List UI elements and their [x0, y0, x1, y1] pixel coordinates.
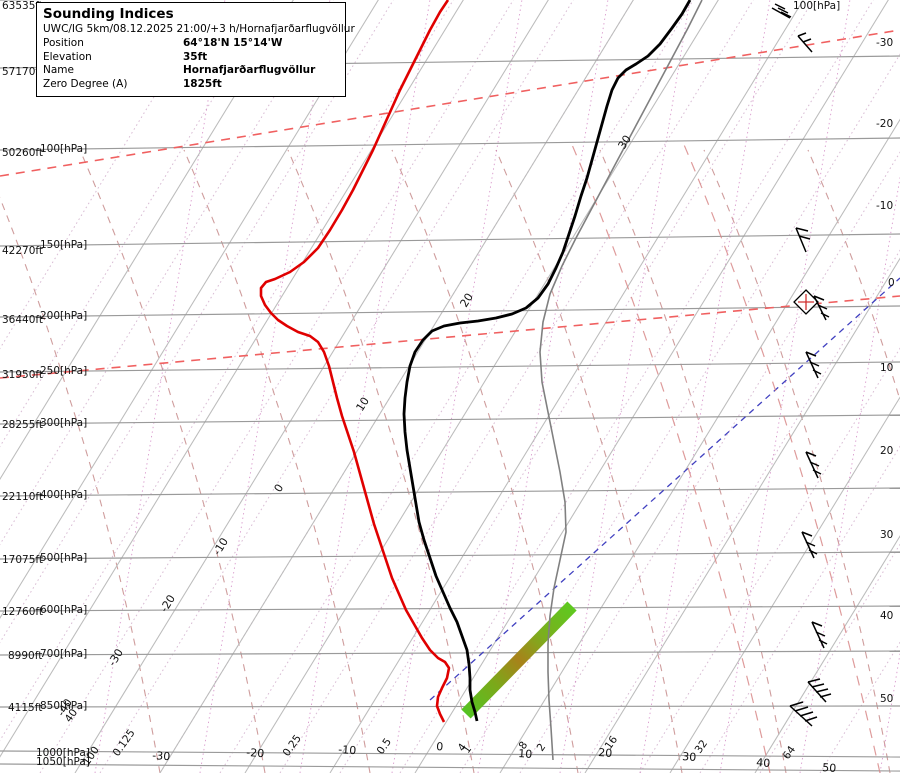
- wind-barb: [797, 32, 813, 53]
- isotherm-label: -10: [211, 535, 232, 557]
- dewpoint-curve: [259, 0, 451, 723]
- mixing-ratio-label: 0.125: [111, 727, 138, 759]
- bottom-temp-label-group: -30 -20 -10 0 10 20 30 40 50: [152, 740, 837, 773]
- info-row: Name Hornafjarðarflugvöllur: [43, 64, 339, 78]
- bottom-temp-label: 30: [682, 750, 697, 764]
- bottom-temp-label: 0: [436, 740, 444, 753]
- altitude-label: 17075ft: [2, 554, 44, 566]
- pressure-label: 100[hPa]: [40, 143, 88, 155]
- isotherm-label: 0: [272, 482, 287, 495]
- pressure-label: 1000[hPa]: [36, 747, 90, 759]
- moist-adiabat-lines: [0, 149, 900, 773]
- info-row: Position 64°18'N 15°14'W: [43, 37, 339, 51]
- info-row-value: 1825ft: [183, 77, 222, 90]
- info-box-subtitle: UWC/IG 5km/08.12.2025 21:00/+3 h/Hornafj…: [43, 23, 355, 35]
- wind-barb: [813, 295, 830, 321]
- pressure-label: 700[hPa]: [40, 648, 88, 660]
- right-temp-label: 30: [880, 529, 894, 541]
- bottom-temp-label: 10: [518, 747, 533, 761]
- pressure-label: 300[hPa]: [40, 417, 88, 429]
- mixing-ratio-label: 0.25: [281, 733, 304, 759]
- altitude-label: 57170ft: [2, 66, 44, 78]
- wind-barb: [795, 227, 811, 253]
- altitude-label: 63535ft: [2, 0, 44, 12]
- mixing-ratio-label: 64: [781, 744, 799, 762]
- temperature-curve: [402, 0, 692, 722]
- zero-degree-marker: [793, 289, 819, 315]
- bottom-temp-label: 20: [598, 746, 613, 760]
- mixing-ratio-label: 2: [535, 741, 549, 753]
- wind-barb: [811, 621, 828, 649]
- altitude-label: 22110ft: [2, 491, 44, 503]
- right-temp-label: 50: [880, 693, 894, 705]
- info-box-title: Sounding Indices: [43, 6, 174, 22]
- right-temp-label: 0: [888, 277, 895, 289]
- wind-barb: [801, 531, 818, 559]
- pressure-label: 150[hPa]: [40, 239, 88, 251]
- parcel-curve: [539, 0, 703, 761]
- secondary-moist-lines: [569, 139, 881, 773]
- info-row-label: Name: [43, 64, 74, 76]
- pressure-label: 500[hPa]: [40, 552, 88, 564]
- altitude-label: 42270ft: [2, 245, 44, 257]
- wind-barb: [805, 451, 822, 479]
- wind-barb: [771, 3, 792, 19]
- altitude-label: 4115ft: [8, 702, 43, 714]
- isotherm-label: 30: [616, 133, 634, 152]
- mixing-ratio-label: 0.5: [375, 736, 394, 757]
- pressure-label: 200[hPa]: [40, 310, 88, 322]
- info-row-label: Position: [43, 37, 84, 49]
- info-row-value: Hornafjarðarflugvöllur: [183, 64, 316, 76]
- info-row: Elevation 35ft: [43, 51, 339, 65]
- info-row-label: Elevation: [43, 50, 92, 63]
- isotherm-label: 20: [458, 291, 476, 310]
- bottom-temp-label: 40: [756, 756, 771, 770]
- right-temp-label: -20: [876, 118, 894, 130]
- wind-barb-column: [771, 3, 832, 727]
- info-row-label: Zero Degree (A): [43, 77, 128, 90]
- altitude-label: 31950ft: [2, 369, 44, 381]
- pressure-label-top-right: 100[hPa]: [793, 0, 841, 12]
- bottom-temp-label: -20: [246, 746, 265, 760]
- pressure-label: 400[hPa]: [40, 489, 88, 501]
- pressure-label: 600[hPa]: [40, 604, 88, 616]
- wind-barb: [789, 701, 818, 727]
- right-temp-label: 10: [880, 362, 894, 374]
- pressure-label: 850[hPa]: [40, 700, 88, 712]
- isotherm-label: -30: [106, 646, 127, 668]
- info-row-value: 35ft: [183, 50, 208, 63]
- right-temp-label: 20: [880, 445, 894, 457]
- bottom-temp-label: 50: [822, 761, 837, 773]
- altitude-label: 12760ft: [2, 606, 44, 618]
- isotherm-label: 10: [354, 395, 372, 414]
- isotherm-label: -20: [158, 592, 179, 614]
- pressure-label: 1050[hPa]: [36, 756, 90, 768]
- info-box-table: Position 64°18'N 15°14'W Elevation 35ft …: [43, 37, 339, 91]
- right-temp-label: -30: [876, 37, 894, 49]
- wind-barb: [805, 351, 822, 379]
- altitude-label: 36440ft: [2, 314, 44, 326]
- bottom-temp-label: -10: [338, 743, 357, 757]
- altitude-label: 8990ft: [8, 650, 43, 662]
- zero-degree-lines: [0, 29, 900, 379]
- isotherm-label-group: 30 20 10 0 -10 -20 -30 -40: [55, 133, 634, 719]
- right-temp-label: -10: [876, 200, 894, 212]
- bottom-temp-label: -30: [152, 749, 171, 763]
- info-row: Zero Degree (A) 1825ft: [43, 78, 339, 92]
- cape-bar: [461, 601, 577, 719]
- info-row-value: 64°18'N 15°14'W: [183, 37, 283, 49]
- altitude-label: 28255ft: [2, 419, 44, 431]
- right-temp-label: 40: [880, 610, 894, 622]
- sounding-indices-box: Sounding Indices UWC/IG 5km/08.12.2025 2…: [36, 2, 355, 97]
- pressure-label: 250[hPa]: [40, 365, 88, 377]
- wind-barb: [807, 678, 832, 703]
- altitude-label: 50260ft: [2, 147, 44, 159]
